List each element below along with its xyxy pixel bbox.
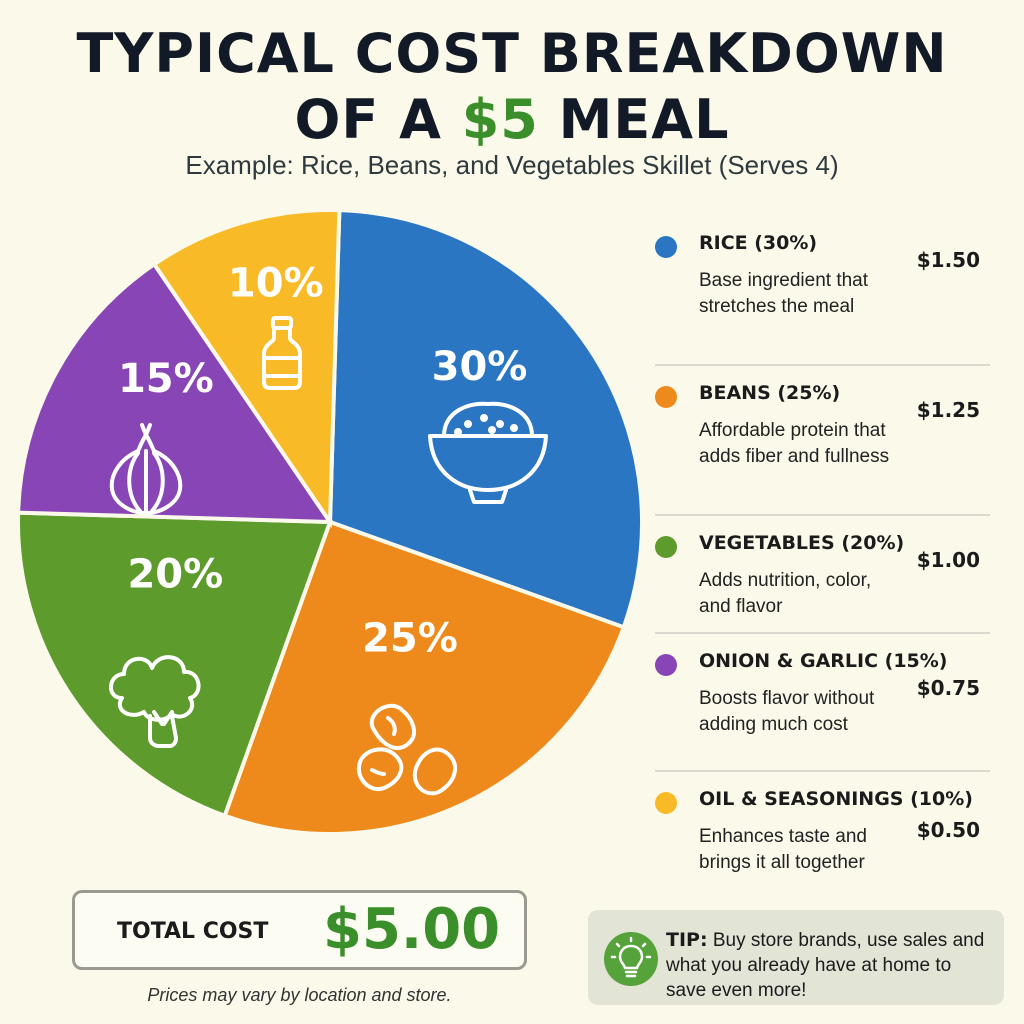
slice-label-beans: 25%	[362, 615, 458, 661]
legend-name: VEGETABLES (20%)	[699, 532, 905, 554]
legend-dot-beans	[655, 386, 677, 408]
subtitle: Example: Rice, Beans, and Vegetables Ski…	[185, 150, 839, 180]
pie-slice-oil-seasonings	[151, 208, 342, 529]
legend-desc: Boosts flavor without adding much cost	[699, 688, 875, 735]
lightbulb-icon	[604, 932, 658, 986]
legend-cost: $1.25	[916, 398, 980, 422]
legend-item-vegetables: VEGETABLES (20%) Adds nutrition, color, …	[655, 528, 990, 634]
legend-desc: Affordable protein that adds fiber and f…	[699, 420, 890, 467]
legend-desc: Base ingredient that stretches the meal	[699, 270, 869, 317]
title-accent: $5	[461, 88, 539, 151]
legend-dot-vegetables	[655, 536, 677, 558]
total-cost-label: TOTAL COST	[117, 919, 269, 944]
title-prefix: OF A	[294, 88, 462, 151]
legend-item-oil-seasonings: OIL & SEASONINGS (10%) Enhances taste an…	[655, 784, 990, 894]
total-cost-box: TOTAL COST $5.00	[72, 890, 527, 970]
pie-slice-beans	[222, 519, 627, 836]
legend-item-onion-garlic: ONION & GARLIC (15%) Boosts flavor witho…	[655, 646, 990, 772]
pie-chart: 30% 25% 20% 15% 10%	[16, 208, 644, 836]
title-suffix: MEAL	[538, 88, 730, 151]
rice-bowl-icon	[428, 401, 548, 504]
legend-dot-onion-garlic	[655, 654, 677, 676]
legend-name: OIL & SEASONINGS (10%)	[699, 788, 973, 810]
beans-icon	[356, 703, 458, 796]
tip-text: TIP: Buy store brands, use sales and wha…	[666, 928, 996, 1003]
page-title-line-2: OF A $5 MEAL	[0, 88, 1024, 152]
pie-slice-vegetables	[16, 510, 333, 819]
price-note: Prices may vary by location and store.	[147, 985, 452, 1005]
legend-cost: $1.00	[916, 548, 980, 572]
legend-cost: $0.75	[916, 676, 980, 700]
slice-label-vegetables: 20%	[127, 551, 223, 597]
legend-name: BEANS (25%)	[699, 382, 841, 404]
legend-desc: Enhances taste and brings it all togethe…	[699, 826, 867, 873]
legend-cost: $1.50	[916, 248, 980, 272]
legend-cost: $0.50	[916, 818, 980, 842]
oil-bottle-icon	[262, 316, 302, 390]
legend-item-beans: BEANS (25%) Affordable protein that adds…	[655, 378, 990, 516]
title-line-1: TYPICAL COST BREAKDOWN	[76, 22, 948, 85]
legend-dot-oil-seasonings	[655, 792, 677, 814]
page-title: TYPICAL COST BREAKDOWN	[0, 22, 1024, 86]
slice-label-onion-garlic: 15%	[118, 356, 214, 402]
legend-item-rice: RICE (30%) Base ingredient that stretche…	[655, 228, 990, 366]
total-cost-value: $5.00	[323, 897, 501, 962]
legend-name: ONION & GARLIC (15%)	[699, 650, 948, 672]
slice-label-oil-seasonings: 10%	[228, 260, 324, 306]
pie-slice-onion-garlic	[16, 261, 334, 525]
legend-dot-rice	[655, 236, 677, 258]
broccoli-icon	[109, 655, 201, 748]
legend-name: RICE (30%)	[699, 232, 818, 254]
legend-desc: Adds nutrition, color, and flavor	[699, 570, 872, 617]
slice-label-rice: 30%	[432, 344, 528, 390]
onion-icon	[109, 423, 183, 515]
tip-label: TIP:	[666, 929, 708, 951]
tip-box: TIP: Buy store brands, use sales and wha…	[588, 910, 1004, 1005]
tip-body: Buy store brands, use sales and what you…	[666, 930, 985, 1001]
